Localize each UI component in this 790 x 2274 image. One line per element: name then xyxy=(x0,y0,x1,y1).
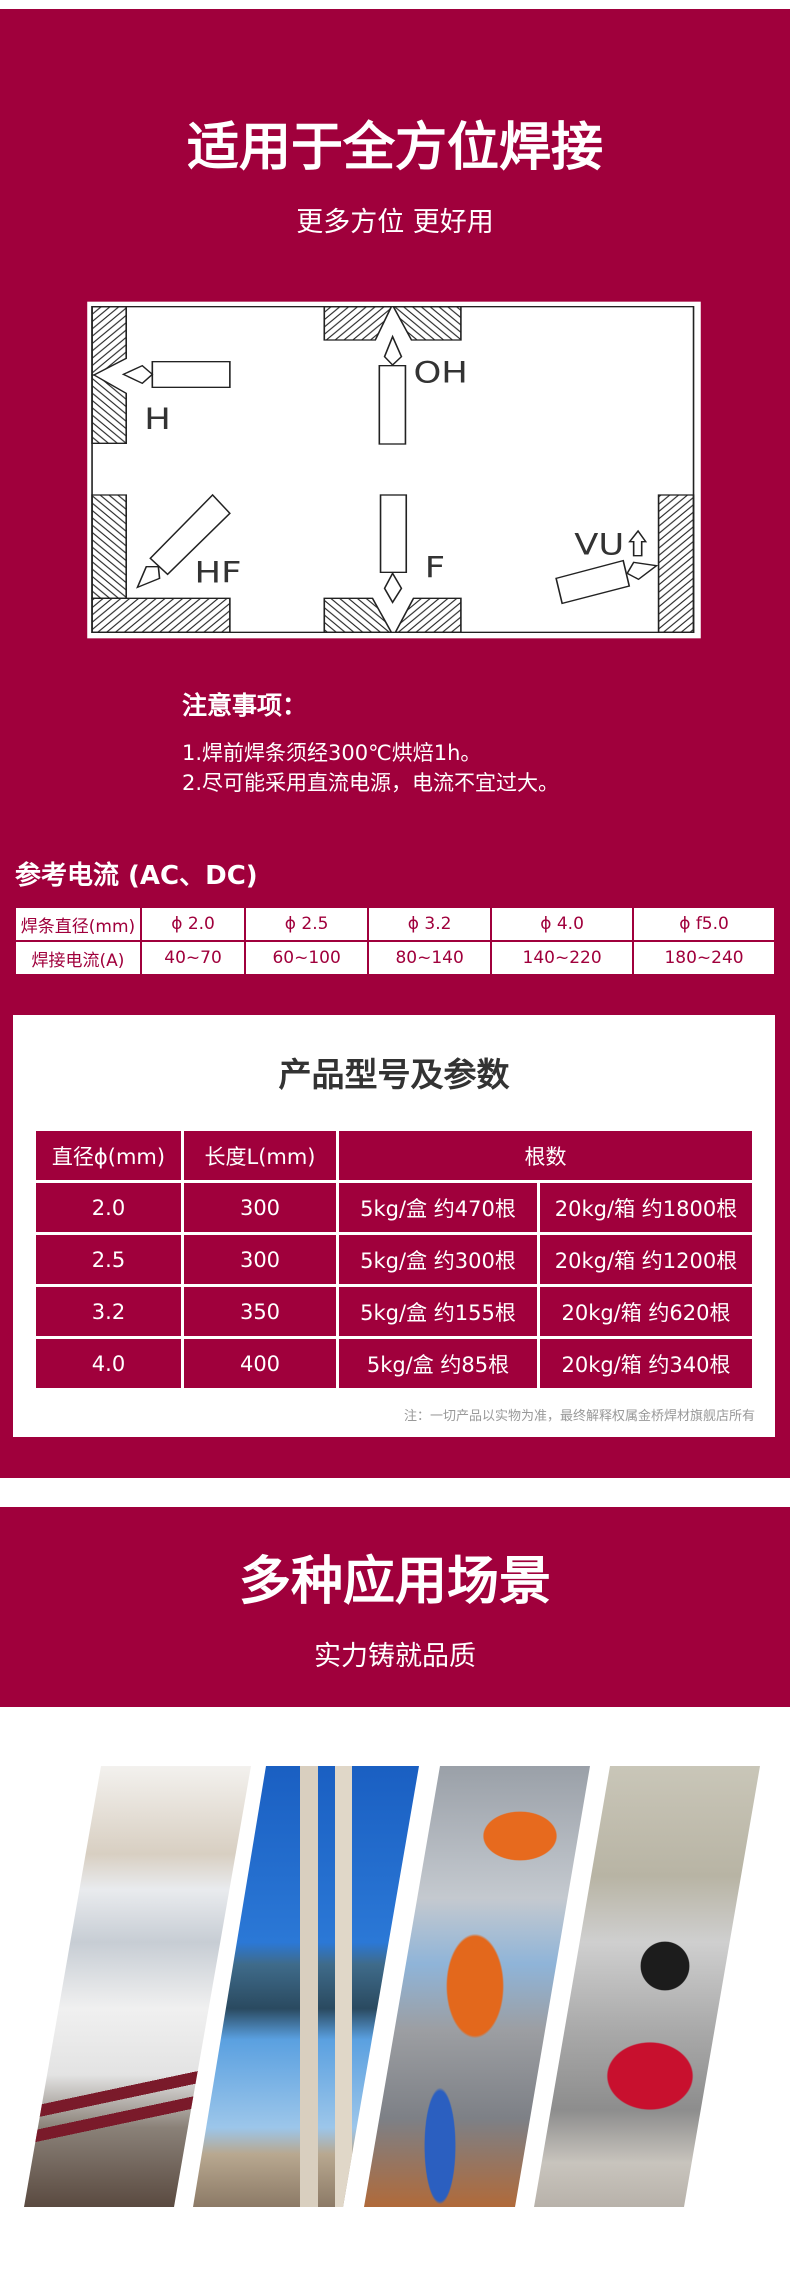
table-row: 4.0 400 5kg/盒 约85根 20kg/箱 约340根 xyxy=(36,1339,752,1388)
table-cell: 20kg/箱 约1800根 xyxy=(540,1183,752,1232)
table-cell: 40~70 xyxy=(139,940,247,976)
table-cell: 80~140 xyxy=(367,940,493,976)
table-cell: 5kg/盒 约85根 xyxy=(339,1339,537,1388)
plate-bottom-right xyxy=(394,597,462,633)
electrode-oh xyxy=(378,365,407,445)
table-cell: 20kg/箱 约1200根 xyxy=(540,1235,752,1284)
arc-f xyxy=(383,571,403,604)
wall-right xyxy=(657,494,695,633)
table-cell: ϕ 2.5 xyxy=(244,906,370,942)
label-hf: HF xyxy=(195,555,242,589)
header-cell: 直径ϕ(mm) xyxy=(36,1131,181,1180)
disclaimer-note: 注：一切产品以实物为准，最终解释权属金桥焊材旗舰店所有 xyxy=(403,1409,755,1424)
hero-title: 适用于全方位焊接 xyxy=(186,118,603,178)
table-row: 焊接电流(A) 40~70 60~100 80~140 140~220 180~… xyxy=(14,940,776,976)
table-cell: 4.0 xyxy=(36,1339,181,1388)
applications-banner xyxy=(0,1507,790,1707)
table-header-row: 直径ϕ(mm) 长度L(mm) 根数 xyxy=(36,1131,752,1180)
specs-card: 产品型号及参数 直径ϕ(mm) 长度L(mm) 根数 2.0 300 5kg/盒… xyxy=(13,1015,775,1437)
arrow-up-icon xyxy=(628,529,648,557)
electrode-vu xyxy=(555,559,631,605)
welding-positions-diagram: H OH HF F VU xyxy=(87,301,701,639)
hero-subtitle: 更多方位 更好用 xyxy=(296,207,494,238)
current-title: 参考电流 (AC、DC) xyxy=(15,861,258,891)
table-row: 2.0 300 5kg/盒 约470根 20kg/箱 约1800根 xyxy=(36,1183,752,1232)
note-item: 1.焊前焊条须经300℃烘焙1h。 xyxy=(182,741,482,765)
wall-left-upper xyxy=(91,306,128,376)
table-cell: 2.0 xyxy=(36,1183,181,1232)
plate-top-right xyxy=(392,306,462,341)
header-cell: 根数 xyxy=(339,1131,752,1180)
current-table: 焊条直径(mm) ϕ 2.0 ϕ 2.5 ϕ 3.2 ϕ 4.0 ϕ f5.0 … xyxy=(14,906,776,976)
table-cell: ϕ 4.0 xyxy=(490,906,635,942)
application-images xyxy=(0,1766,790,2207)
table-cell: 3.2 xyxy=(36,1287,181,1336)
electrode-h xyxy=(151,361,231,388)
table-cell: 350 xyxy=(184,1287,336,1336)
table-row: 2.5 300 5kg/盒 约300根 20kg/箱 约1200根 xyxy=(36,1235,752,1284)
table-cell: 2.5 xyxy=(36,1235,181,1284)
specs-title: 产品型号及参数 xyxy=(278,1055,510,1094)
table-cell: 300 xyxy=(184,1235,336,1284)
table-cell: 60~100 xyxy=(244,940,370,976)
table-cell: 5kg/盒 约470根 xyxy=(339,1183,537,1232)
table-cell: 140~220 xyxy=(490,940,635,976)
label-vu: VU xyxy=(574,527,624,561)
table-cell: 300 xyxy=(184,1183,336,1232)
table-cell: 5kg/盒 约300根 xyxy=(339,1235,537,1284)
applications-title: 多种应用场景 xyxy=(238,1552,551,1612)
floor-bottom-left xyxy=(91,597,231,633)
plate-top-left xyxy=(323,306,393,341)
label-oh: OH xyxy=(413,355,467,389)
arc-vu xyxy=(626,561,659,581)
note-item: 2.尽可能采用直流电源，电流不宜过大。 xyxy=(182,771,560,795)
arc-hf xyxy=(136,566,161,589)
table-cell: ϕ 3.2 xyxy=(367,906,493,942)
table-cell: ϕ f5.0 xyxy=(632,906,776,942)
arc-oh xyxy=(383,334,403,367)
wall-left-lower xyxy=(91,374,128,444)
applications-subtitle: 实力铸就品质 xyxy=(314,1641,476,1672)
table-cell: 400 xyxy=(184,1339,336,1388)
label-f: F xyxy=(425,551,445,585)
table-cell: 20kg/箱 约340根 xyxy=(540,1339,752,1388)
electrode-f xyxy=(379,494,408,573)
notes-title: 注意事项： xyxy=(182,691,308,720)
table-cell: 5kg/盒 约155根 xyxy=(339,1287,537,1336)
specs-table: 直径ϕ(mm) 长度L(mm) 根数 2.0 300 5kg/盒 约470根 2… xyxy=(33,1128,755,1391)
arc-h xyxy=(121,364,154,385)
table-row: 3.2 350 5kg/盒 约155根 20kg/箱 约620根 xyxy=(36,1287,752,1336)
wall-bottom-left xyxy=(91,494,128,599)
row-label: 焊接电流(A) xyxy=(14,940,142,976)
row-label: 焊条直径(mm) xyxy=(14,906,142,942)
table-row: 焊条直径(mm) ϕ 2.0 ϕ 2.5 ϕ 3.2 ϕ 4.0 ϕ f5.0 xyxy=(14,906,776,942)
table-cell: ϕ 2.0 xyxy=(139,906,247,942)
header-cell: 长度L(mm) xyxy=(184,1131,336,1180)
table-cell: 180~240 xyxy=(632,940,776,976)
plate-bottom-left xyxy=(323,597,393,633)
electrode-hf xyxy=(149,493,231,576)
table-cell: 20kg/箱 约620根 xyxy=(540,1287,752,1336)
label-h: H xyxy=(144,402,171,436)
